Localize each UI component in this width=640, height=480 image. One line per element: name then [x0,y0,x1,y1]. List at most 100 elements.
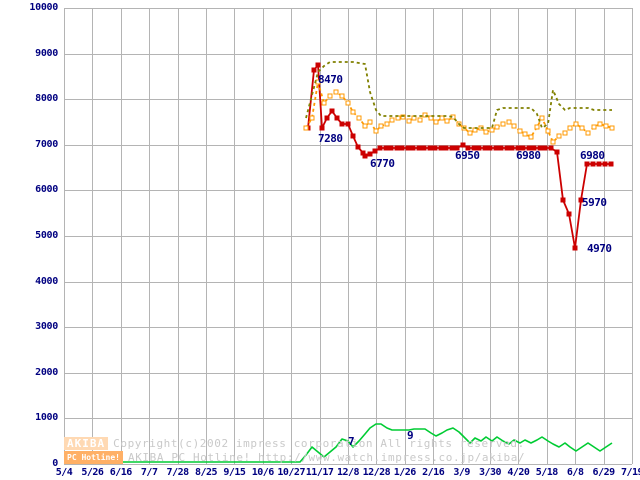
data-point-marker [389,117,395,123]
data-point-marker [333,89,339,95]
data-point-marker [327,93,333,99]
chart-value-annotation: 6980 [580,149,605,162]
data-point-marker [444,118,450,124]
data-point-marker [311,67,317,73]
data-point-marker [550,139,556,145]
data-point-marker [531,145,537,151]
x-axis-tick-label: 1/26 [393,467,417,478]
data-point-marker [578,197,584,203]
data-point-marker [489,127,495,133]
data-point-marker [585,130,591,136]
data-point-marker [350,109,356,115]
y-axis-tick-label: 2000 [35,366,58,378]
chart-gridlines [64,8,633,465]
y-axis-tick-label: 9000 [35,47,58,59]
data-point-marker [506,119,512,125]
data-point-marker [373,128,379,134]
data-point-marker [562,130,568,136]
data-point-marker [355,144,361,150]
x-axis-tick-label: 10/27 [277,467,305,478]
x-axis-tick-label: 7/7 [140,467,158,478]
data-point-marker [522,131,528,137]
watermark-row-1: AKIBA Copyright(c)2002 impress corporati… [64,437,525,450]
x-axis-tick-label: 8/25 [194,467,218,478]
y-axis-tick-label: 0 [52,458,58,469]
data-point-marker [428,115,434,121]
data-point-marker [596,161,602,167]
data-point-marker [406,118,412,124]
y-axis-tick-label: 6000 [35,184,58,196]
x-axis-tick-label: 7/19 [620,467,640,478]
data-point-marker [476,145,482,151]
x-axis-tick-label: 12/28 [362,467,391,478]
x-axis-tick-label: 7/28 [166,467,190,478]
data-point-marker [329,108,335,114]
data-point-marker [515,145,521,151]
data-point-marker [566,211,572,217]
data-point-marker [539,115,545,121]
data-point-marker [422,112,428,118]
watermark-credit: AKIBA Copyright(c)2002 impress corporati… [64,437,525,464]
data-point-marker [487,145,493,151]
data-point-marker [591,124,597,130]
data-point-marker [609,125,615,131]
data-point-marker [537,145,543,151]
y-axis-tick-label: 4000 [35,275,58,287]
data-point-marker [528,134,534,140]
chart-value-annotation: 9 [407,429,414,442]
chart-series-layer [64,61,615,463]
data-point-marker [467,130,473,136]
data-point-marker [471,145,477,151]
data-point-marker [339,93,345,99]
data-point-marker [572,245,578,251]
data-point-marker [315,62,321,68]
data-point-marker [319,125,325,131]
data-point-marker [545,128,551,134]
data-point-marker [498,145,504,151]
data-point-marker [345,121,351,127]
data-point-marker [438,145,444,151]
data-point-marker [399,145,405,151]
data-point-marker [509,145,515,151]
data-point-marker [526,145,532,151]
data-point-marker [372,148,378,154]
data-point-marker [494,124,500,130]
data-point-marker [362,123,368,129]
data-point-marker [483,129,489,135]
data-point-marker [534,124,540,130]
pc-hotline-logo-icon: PC Hotline! [64,451,123,464]
y-axis-tick-label: 1000 [35,412,58,424]
data-point-marker [377,145,383,151]
data-point-marker [321,100,327,106]
x-axis-tick-label: 3/9 [453,467,470,478]
data-point-marker [400,114,406,120]
x-axis-tick-label: 11/17 [305,467,334,478]
chart-value-annotation: 7 [348,435,355,448]
data-point-marker [556,133,562,139]
data-point-marker [362,153,368,159]
data-point-marker [339,121,345,127]
x-axis-tick-label: 6/29 [592,467,616,478]
data-point-marker [378,123,384,129]
chart-series-maximum-price [305,61,612,129]
chart-value-annotation: 4970 [587,242,612,255]
chart-value-annotation: 6980 [516,149,541,162]
x-axis-tick-label: 6/16 [109,467,133,478]
data-point-marker [427,145,433,151]
x-axis-tick-label: 5/18 [535,467,559,478]
data-point-marker [421,145,427,151]
data-point-marker [449,145,455,151]
x-axis-tick-label: 9/15 [223,467,246,478]
data-point-marker [324,115,330,121]
x-axis-tick-label: 2/16 [422,467,445,478]
data-point-marker [384,121,390,127]
y-axis-tick-label: 5000 [35,230,58,241]
x-axis-tick-label: 5/26 [81,467,104,478]
data-point-marker [597,121,603,127]
data-point-marker [303,125,309,131]
data-point-marker [417,117,423,123]
data-point-marker [410,145,416,151]
data-point-marker [443,145,449,151]
